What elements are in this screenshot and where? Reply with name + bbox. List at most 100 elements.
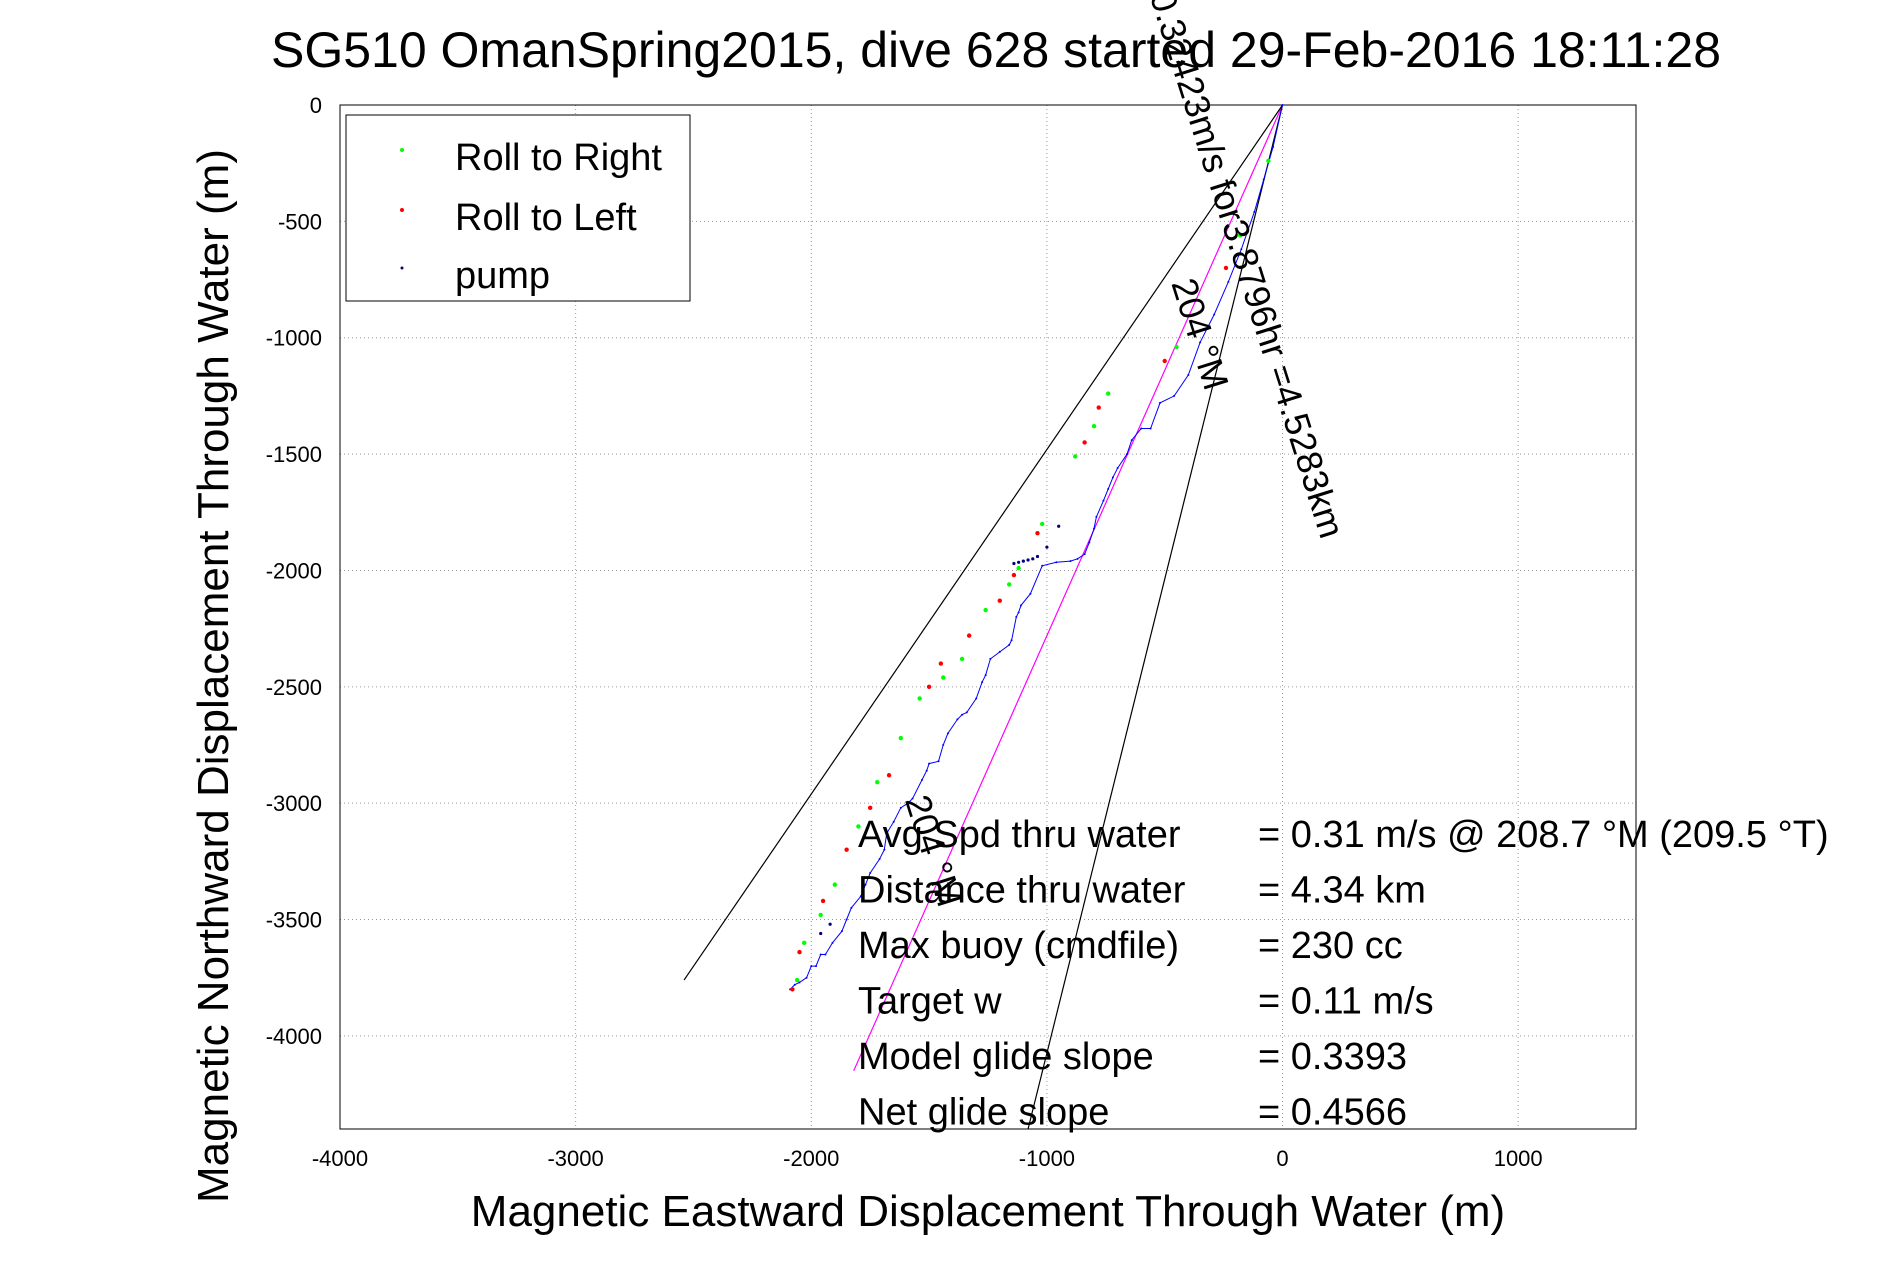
pump-points <box>819 524 1061 936</box>
track-point <box>1093 527 1096 530</box>
stats-label: Model glide slope <box>858 1036 1154 1078</box>
track-point <box>793 983 796 986</box>
pump-point <box>1031 557 1035 561</box>
track-point <box>981 681 984 684</box>
roll-right-point <box>959 656 965 662</box>
track-point <box>864 883 867 886</box>
pump-point <box>819 931 823 936</box>
stats-value: = 230 cc <box>1258 925 1403 967</box>
roll-left-point <box>1162 358 1167 364</box>
stats-label: Avg Spd thru water <box>858 814 1181 856</box>
pump-point <box>1035 554 1040 559</box>
roll-right-point <box>1237 233 1243 238</box>
roll-left-point <box>966 633 972 638</box>
track-point <box>956 718 959 721</box>
roll-left-point <box>820 898 826 904</box>
roll-right-point <box>1091 423 1097 429</box>
stats-value: = 0.11 m/s <box>1258 981 1434 1023</box>
roll-right-point <box>917 696 922 701</box>
y-tick-label: -2500 <box>266 675 322 700</box>
track-point <box>1019 604 1022 607</box>
roll-right-point <box>875 780 880 785</box>
y-tick-label: -3000 <box>266 791 322 816</box>
y-tick-label: -2000 <box>266 558 322 583</box>
track-point <box>1116 467 1119 470</box>
legend-label-roll-left: Roll to Left <box>455 197 637 239</box>
track-point <box>1107 488 1110 490</box>
track-point <box>883 848 886 851</box>
track-point <box>878 858 881 861</box>
track-point <box>1111 476 1114 479</box>
track-point <box>946 732 949 735</box>
stats-value: = 0.4566 <box>1258 1092 1407 1134</box>
roll-right-point <box>1039 521 1045 527</box>
stats-value: = 0.3393 <box>1258 1036 1407 1078</box>
track-point <box>1159 401 1162 404</box>
legend: Roll to Right Roll to Left pump <box>345 114 691 302</box>
track-point <box>965 711 968 714</box>
track-point <box>989 657 992 660</box>
stats-value: = 0.31 m/s @ 208.7 °M (209.5 °T) <box>1258 814 1829 856</box>
track-point <box>1029 592 1032 595</box>
roll-right-point <box>832 882 838 887</box>
roll-right-point <box>856 824 861 829</box>
track-point <box>1227 280 1230 283</box>
track-point <box>1199 341 1202 344</box>
stats-value: = 4.34 km <box>1258 870 1426 912</box>
track-point <box>1095 515 1098 518</box>
legend-label-roll-right: Roll to Right <box>455 137 662 179</box>
roll-right-point <box>898 735 904 741</box>
track-point <box>1187 373 1190 376</box>
roll-left-point <box>867 805 873 811</box>
track-point <box>798 981 801 984</box>
track-point <box>824 953 827 956</box>
roll-left-points <box>790 265 1229 992</box>
track-point <box>921 778 924 781</box>
track-point <box>998 650 1001 653</box>
track-point <box>1083 553 1086 556</box>
track-point <box>899 806 902 809</box>
legend-box <box>345 114 691 302</box>
track-point <box>1272 145 1275 148</box>
track-point <box>1240 248 1243 251</box>
y-tick-label: -4000 <box>266 1024 322 1049</box>
stats-label: Distance thru water <box>858 870 1186 912</box>
roll-left-point <box>1096 405 1101 410</box>
legend-label-pump: pump <box>455 255 550 297</box>
roll-left-point <box>926 684 932 690</box>
y-tick-label: -1000 <box>266 326 322 351</box>
stats-label: Net glide slope <box>858 1092 1109 1134</box>
track-point <box>1130 439 1133 442</box>
track-point <box>1076 557 1079 560</box>
track-point <box>869 872 872 874</box>
wedge-line-right <box>1027 104 1284 1130</box>
track-point <box>942 744 945 746</box>
y-tick-label: -500 <box>278 209 322 234</box>
track-point <box>1010 639 1013 642</box>
legend-marker-roll-left <box>400 208 404 212</box>
track-point <box>850 906 853 909</box>
x-tick-label: -3000 <box>547 1146 603 1171</box>
track-point <box>1253 211 1256 214</box>
track-point <box>1015 616 1018 618</box>
track-point <box>1055 561 1058 564</box>
pump-point <box>1012 561 1016 566</box>
track-point <box>1008 643 1011 646</box>
roll-right-point <box>1266 158 1271 164</box>
roll-right-point <box>1007 582 1012 587</box>
track-point <box>859 895 862 898</box>
track-point <box>1173 394 1176 397</box>
wedge-line-left <box>683 104 1284 981</box>
roll-right-point <box>1105 391 1111 396</box>
roll-right-point <box>802 940 807 946</box>
track-point <box>831 941 834 944</box>
stats-label: Target w <box>858 981 1002 1023</box>
track-point <box>885 832 888 835</box>
track-point <box>1069 560 1072 563</box>
track-point <box>1126 453 1129 456</box>
x-tick-label: -1000 <box>1019 1146 1075 1171</box>
chart-title: SG510 OmanSpring2015, dive 628 started 2… <box>271 22 1721 78</box>
roll-right-point <box>794 977 800 983</box>
roll-left-point <box>790 987 795 992</box>
